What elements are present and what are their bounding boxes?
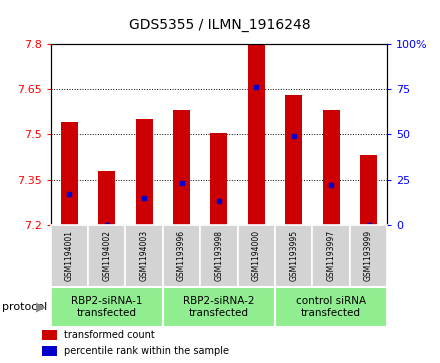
Bar: [323, 110, 340, 225]
Bar: [51, 225, 88, 287]
Bar: [285, 95, 302, 225]
Bar: [312, 225, 350, 287]
Bar: [238, 225, 275, 287]
Bar: [51, 287, 163, 327]
Text: RBP2-siRNA-2
transfected: RBP2-siRNA-2 transfected: [183, 296, 255, 318]
Text: transformed count: transformed count: [64, 330, 155, 340]
Bar: [210, 133, 227, 225]
Text: GSM1194002: GSM1194002: [102, 231, 111, 281]
Bar: [360, 155, 377, 225]
Text: GSM1193998: GSM1193998: [214, 231, 224, 281]
Text: GSM1194000: GSM1194000: [252, 231, 261, 281]
Bar: [275, 287, 387, 327]
Bar: [350, 225, 387, 287]
Text: GSM1194001: GSM1194001: [65, 231, 74, 281]
Text: protocol: protocol: [2, 302, 48, 312]
Bar: [173, 110, 190, 225]
Bar: [275, 225, 312, 287]
Bar: [125, 225, 163, 287]
Bar: [61, 122, 78, 225]
Text: GSM1193999: GSM1193999: [364, 231, 373, 281]
Text: GSM1193996: GSM1193996: [177, 231, 186, 281]
Text: GSM1193997: GSM1193997: [326, 231, 336, 281]
Bar: [42, 346, 57, 356]
Text: percentile rank within the sample: percentile rank within the sample: [64, 346, 229, 356]
Text: GSM1194003: GSM1194003: [139, 231, 149, 281]
Bar: [200, 225, 238, 287]
Bar: [248, 44, 265, 225]
Bar: [163, 225, 200, 287]
Bar: [163, 287, 275, 327]
Text: control siRNA
transfected: control siRNA transfected: [296, 296, 366, 318]
Text: GSM1193995: GSM1193995: [289, 231, 298, 281]
Bar: [136, 119, 153, 225]
Bar: [42, 330, 57, 340]
Bar: [88, 225, 125, 287]
Text: RBP2-siRNA-1
transfected: RBP2-siRNA-1 transfected: [71, 296, 143, 318]
Bar: [98, 171, 115, 225]
Text: ▶: ▶: [36, 300, 45, 313]
Text: GDS5355 / ILMN_1916248: GDS5355 / ILMN_1916248: [129, 19, 311, 32]
